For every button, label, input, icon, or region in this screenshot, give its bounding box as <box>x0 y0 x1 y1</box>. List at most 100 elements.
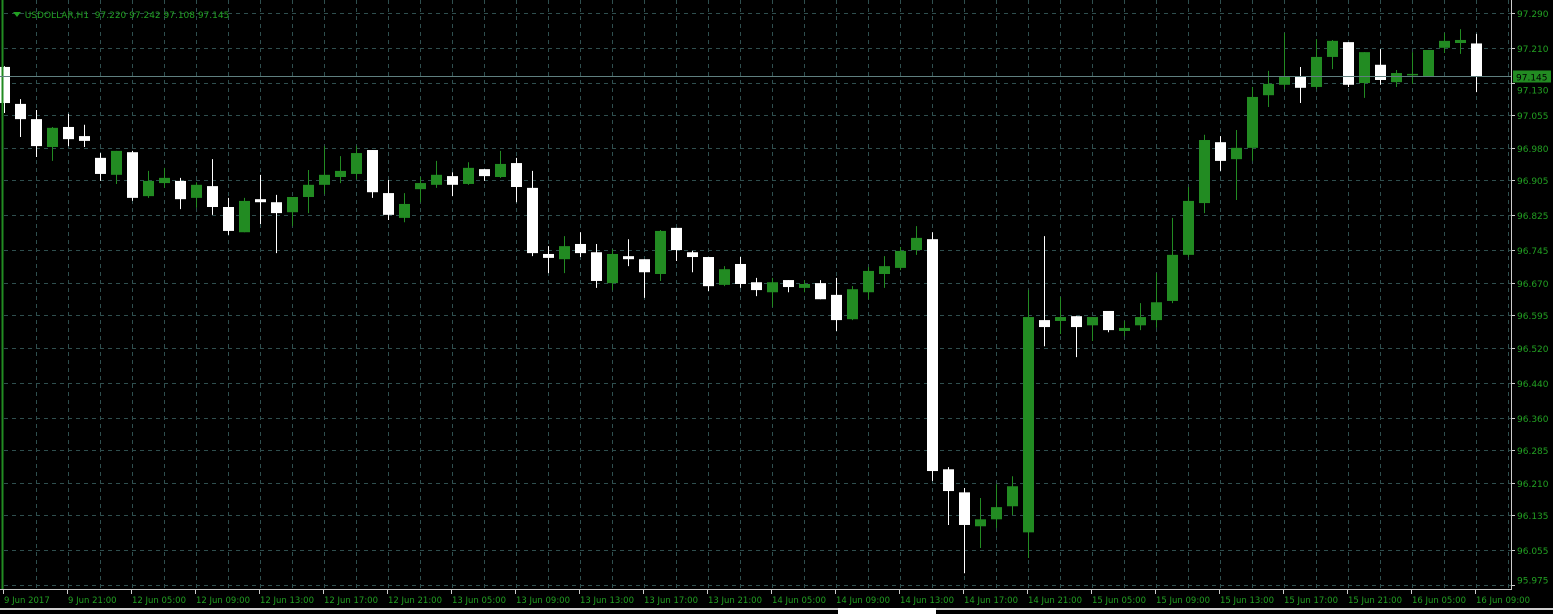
candle-body <box>1135 317 1146 326</box>
x-tick-label: 14 Jun 05:00 <box>772 596 826 606</box>
bull-candle <box>319 146 330 194</box>
candle-body <box>623 256 634 260</box>
bear-candle <box>15 99 26 137</box>
bull-candle <box>191 182 202 208</box>
candle-body <box>1263 83 1274 96</box>
bear-candle <box>447 172 458 197</box>
bear-candle <box>1071 316 1082 358</box>
bear-candle <box>271 194 282 254</box>
x-tick-label: 12 Jun 17:00 <box>324 596 378 606</box>
x-tick-label: 9 Jun 21:00 <box>68 596 117 606</box>
candle-body <box>1119 327 1130 331</box>
candle-body <box>207 186 218 208</box>
candle-body <box>383 193 394 215</box>
bear-candle <box>1295 66 1306 104</box>
x-tick-label: 13 Jun 13:00 <box>580 596 634 606</box>
x-tick-label: 14 Jun 21:00 <box>1028 596 1082 606</box>
bear-candle <box>63 113 74 147</box>
bull-candle <box>1407 52 1418 84</box>
candle-body <box>1423 49 1434 77</box>
y-tick-label: 96.520 <box>1517 345 1549 355</box>
y-tick-label: 96.210 <box>1517 480 1549 490</box>
x-tick-label: 15 Jun 21:00 <box>1348 596 1402 606</box>
candle-body <box>463 167 474 184</box>
candle-body <box>63 126 74 140</box>
candle-body <box>399 203 410 218</box>
bear-candle <box>1471 33 1482 93</box>
x-tick-label: 16 Jun 09:00 <box>1476 596 1530 606</box>
candle-body <box>1439 40 1450 48</box>
x-tick-label: 13 Jun 21:00 <box>708 596 762 606</box>
current-price-label: 97.145 <box>1516 74 1548 84</box>
candle-body <box>591 252 602 281</box>
candle-body <box>1183 200 1194 255</box>
candle-body <box>1375 64 1386 80</box>
candle-body <box>575 243 586 254</box>
bear-candle <box>1103 310 1114 333</box>
bear-candle <box>175 177 186 210</box>
bull-candle <box>1023 290 1034 559</box>
candle-body <box>687 252 698 258</box>
candle-body <box>191 184 202 198</box>
y-tick-label: 97.290 <box>1517 10 1549 20</box>
horizontal-scrollbar[interactable] <box>0 608 1553 614</box>
bull-candle <box>159 167 170 188</box>
bull-candle <box>431 160 442 188</box>
bear-candle <box>687 250 698 273</box>
candle-body <box>1391 73 1402 83</box>
candle-body <box>127 152 138 198</box>
bull-candle <box>559 236 570 274</box>
bull-candle <box>1135 303 1146 331</box>
bear-candle <box>527 170 538 257</box>
candle-body <box>1407 73 1418 76</box>
bull-candle <box>1007 476 1018 515</box>
bull-candle <box>1391 69 1402 87</box>
candle-body <box>831 294 842 321</box>
bull-candle <box>975 498 986 549</box>
bear-candle <box>591 243 602 288</box>
bull-candle <box>1087 317 1098 341</box>
candle-body <box>479 169 490 177</box>
bear-candle <box>943 467 954 525</box>
bull-candle <box>1247 86 1258 161</box>
y-tick-label: 96.825 <box>1517 212 1549 222</box>
candle-body <box>1471 43 1482 77</box>
candle-body <box>319 174 330 185</box>
bear-candle <box>95 153 106 181</box>
y-tick-label: 96.595 <box>1517 312 1549 322</box>
bear-candle <box>383 180 394 221</box>
bull-candle <box>655 230 666 281</box>
y-tick-label: 97.055 <box>1517 112 1549 122</box>
bear-candle <box>79 124 90 147</box>
bull-candle <box>767 277 778 308</box>
bull-candle <box>863 267 874 300</box>
bear-candle <box>831 277 842 331</box>
y-tick-label: 96.905 <box>1517 177 1549 187</box>
candle-body <box>47 127 58 147</box>
y-tick-label: 96.440 <box>1517 380 1549 390</box>
y-tick-label: 97.210 <box>1517 45 1549 55</box>
y-tick-label: 96.980 <box>1517 145 1549 155</box>
candle-body <box>303 184 314 197</box>
candle-body <box>0 66 10 104</box>
bear-candle <box>671 227 682 261</box>
x-tick-label: 15 Jun 05:00 <box>1092 596 1146 606</box>
candle-body <box>751 282 762 291</box>
candle-body <box>1279 76 1290 85</box>
bull-candle <box>351 146 362 180</box>
x-tick-label: 14 Jun 09:00 <box>836 596 890 606</box>
candle-body <box>351 153 362 174</box>
bull-candle <box>895 247 906 271</box>
candle-body <box>799 283 810 288</box>
candle-body <box>767 282 778 293</box>
candle-body <box>975 519 986 527</box>
candle-body <box>639 259 650 273</box>
x-tick-label: 15 Jun 09:00 <box>1156 596 1210 606</box>
scrollbar-thumb[interactable] <box>838 608 936 614</box>
candle-body <box>111 150 122 175</box>
bear-candle <box>815 280 826 300</box>
collapse-triangle-icon[interactable] <box>12 12 21 17</box>
candle-body <box>415 183 426 190</box>
